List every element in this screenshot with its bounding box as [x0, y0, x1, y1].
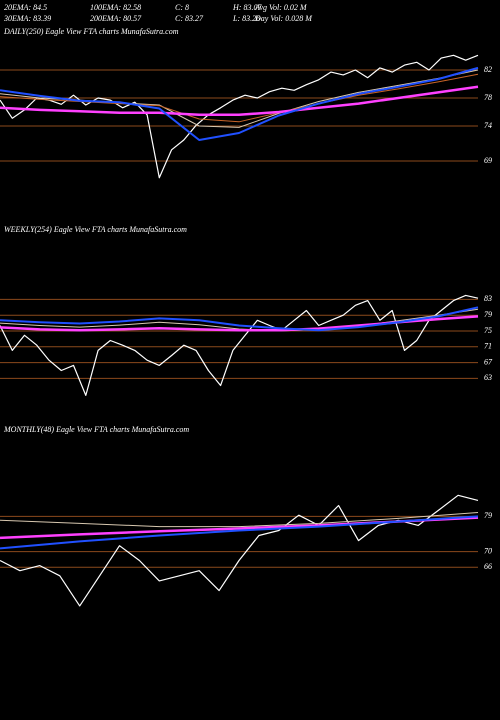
price-line	[0, 69, 479, 128]
stat-label: C: 83.27	[175, 14, 204, 23]
price-line	[0, 306, 479, 332]
stat-label: Day Vol: 0.028 M	[254, 14, 313, 23]
stat-label: 200EMA: 80.57	[90, 14, 142, 23]
y-tick-label: 82	[484, 65, 492, 74]
price-line	[0, 85, 479, 117]
y-tick-label: 74	[484, 121, 492, 130]
stat-label: 30EMA: 83.39	[3, 14, 51, 23]
y-tick-label: 83	[484, 294, 492, 303]
y-tick-label: 63	[484, 373, 492, 382]
header: 20EMA: 84.5 100EMA: 82.58 C: 8 H: 83.07Avg …	[3, 3, 313, 23]
y-tick-label: 70	[484, 546, 492, 555]
y-tick-label: 71	[484, 342, 492, 351]
price-line	[0, 294, 479, 396]
price-line	[0, 54, 479, 179]
stat-label: L: 83.26	[232, 14, 260, 23]
y-tick-label: 78	[484, 93, 492, 102]
price-line	[0, 515, 479, 550]
stat-label: 20EMA: 84.5	[4, 3, 47, 12]
price-line	[0, 512, 479, 528]
stat-label: 100EMA: 82.58	[90, 3, 141, 12]
stat-label: Avg Vol: 0.02 M	[254, 3, 308, 12]
stat-label: C: 8	[175, 3, 189, 12]
y-tick-label: 67	[484, 357, 493, 366]
price-line	[0, 66, 479, 141]
panel-title: WEEKLY(254) Eagle View FTA charts Munafa…	[4, 225, 187, 234]
y-tick-label: 79	[484, 511, 492, 520]
panel-title: DAILY(250) Eagle View FTA charts MunafaS…	[3, 27, 179, 36]
stat-label: H: 83.07	[232, 3, 262, 12]
y-tick-label: 79	[484, 310, 492, 319]
panel-title: MONTHLY(48) Eagle View FTA charts Munafa…	[3, 425, 189, 434]
y-tick-label: 69	[484, 156, 492, 165]
price-line	[0, 494, 479, 607]
y-tick-label: 66	[484, 562, 492, 571]
y-tick-label: 75	[484, 326, 492, 335]
